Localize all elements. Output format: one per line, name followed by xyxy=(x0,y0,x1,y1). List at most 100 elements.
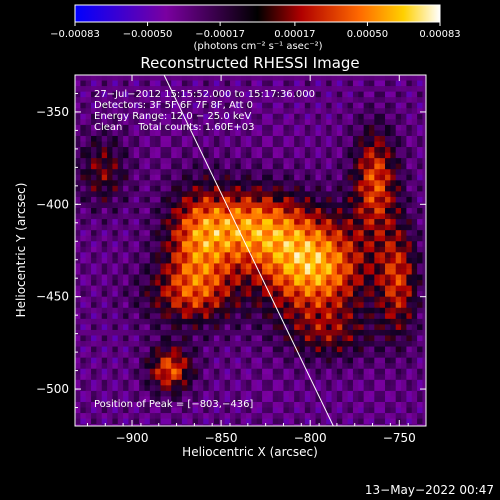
heatmap-cell xyxy=(406,169,413,176)
heatmap-cell xyxy=(294,296,301,303)
heatmap-cell xyxy=(267,130,274,137)
heatmap-cell xyxy=(107,241,114,248)
heatmap-cell xyxy=(219,213,226,220)
heatmap-cell xyxy=(123,329,130,337)
heatmap-cell xyxy=(331,91,338,98)
heatmap-cell xyxy=(368,102,375,109)
heatmap-cell xyxy=(304,335,311,342)
heatmap-cell xyxy=(85,130,92,137)
heatmap-cell xyxy=(288,285,295,292)
heatmap-cell xyxy=(155,252,162,259)
heatmap-cell xyxy=(395,329,402,337)
heatmap-cell xyxy=(96,352,103,359)
heatmap-cell xyxy=(117,152,124,159)
heatmap-cell xyxy=(283,230,290,237)
heatmap-cell xyxy=(368,241,375,248)
heatmap-cell xyxy=(310,252,317,259)
heatmap-cell xyxy=(139,119,146,126)
heatmap-cell xyxy=(165,257,172,265)
heatmap-cell xyxy=(85,291,92,298)
heatmap-cell xyxy=(96,163,103,170)
heatmap-cell xyxy=(406,274,413,281)
x-axis-ticks: −900 −850 −800 −750 xyxy=(86,75,427,445)
heatmap-cell xyxy=(235,86,242,93)
heatmap-cell xyxy=(181,235,188,242)
heatmap-cell xyxy=(181,224,188,231)
heatmap-cell xyxy=(395,119,402,126)
heatmap-cell xyxy=(326,274,333,281)
heatmap-cell xyxy=(326,224,333,231)
heatmap-cell xyxy=(283,235,290,242)
heatmap-cell xyxy=(326,174,333,181)
heatmap-cell xyxy=(91,91,97,98)
heatmap-cell xyxy=(155,113,162,120)
heatmap-cell xyxy=(251,424,258,426)
heatmap-cell xyxy=(187,318,194,325)
heatmap-cell xyxy=(85,385,92,392)
heatmap-cell xyxy=(107,158,114,165)
heatmap-cell xyxy=(128,230,135,237)
heatmap-cell xyxy=(272,324,279,331)
heatmap-cell xyxy=(417,324,424,331)
heatmap-cell xyxy=(379,252,386,259)
heatmap-cell xyxy=(213,119,220,126)
heatmap-cell xyxy=(107,418,114,425)
heatmap-cell xyxy=(139,219,146,226)
heatmap-cell xyxy=(107,174,114,181)
heatmap-cell xyxy=(91,318,97,325)
heatmap-cell xyxy=(315,324,322,331)
heatmap-cell xyxy=(256,163,263,170)
heatmap-cell xyxy=(224,169,231,176)
heatmap-cell xyxy=(123,180,130,187)
heatmap-cell xyxy=(294,401,301,409)
heatmap-cell xyxy=(155,268,162,276)
heatmap-cell xyxy=(251,341,258,348)
heatmap-cell xyxy=(203,191,210,198)
heatmap-cell xyxy=(230,385,236,392)
heatmap-cell xyxy=(107,341,114,348)
heatmap-cell xyxy=(278,147,285,154)
heatmap-cell xyxy=(417,280,424,287)
heatmap-cell xyxy=(187,280,194,287)
heatmap-cell xyxy=(390,102,397,109)
heatmap-cell xyxy=(144,80,151,87)
heatmap-cell xyxy=(85,213,92,220)
heatmap-cell xyxy=(133,158,140,165)
heatmap-cell xyxy=(283,119,290,126)
heatmap-cell xyxy=(368,191,375,198)
heatmap-cell xyxy=(139,407,146,414)
heatmap-cell xyxy=(85,97,92,104)
heatmap-cell xyxy=(139,141,146,148)
heatmap-cell xyxy=(395,341,402,348)
heatmap-cell xyxy=(401,97,408,104)
heatmap-cell xyxy=(155,208,162,215)
heatmap-cell xyxy=(304,368,311,375)
heatmap-cell xyxy=(294,86,301,93)
heatmap-cell xyxy=(363,335,370,342)
heatmap-cell xyxy=(107,296,114,303)
heatmap-cell xyxy=(213,307,220,314)
heatmap-cell xyxy=(246,102,252,109)
heatmap-cell xyxy=(320,124,327,132)
heatmap-cell xyxy=(352,413,359,420)
heatmap-cell xyxy=(352,208,359,215)
heatmap-cell xyxy=(240,124,247,132)
heatmap-cell xyxy=(80,180,87,187)
heatmap-cell xyxy=(176,401,183,409)
heatmap-cell xyxy=(411,135,418,143)
heatmap-cell xyxy=(75,158,81,165)
heatmap-cell xyxy=(385,274,391,281)
heatmap-cell xyxy=(411,363,418,370)
heatmap-cell xyxy=(315,80,322,87)
heatmap-cell xyxy=(422,357,426,364)
heatmap-cell xyxy=(267,119,274,126)
heatmap-cell xyxy=(288,147,295,154)
heatmap-cell xyxy=(181,274,188,281)
heatmap-cell xyxy=(165,124,172,132)
heatmap-cell xyxy=(128,291,135,298)
heatmap-cell xyxy=(342,113,349,120)
heatmap-cell xyxy=(352,86,359,93)
heatmap-cell xyxy=(417,424,424,426)
heatmap-cell xyxy=(390,307,397,314)
heatmap-cell xyxy=(128,141,135,148)
